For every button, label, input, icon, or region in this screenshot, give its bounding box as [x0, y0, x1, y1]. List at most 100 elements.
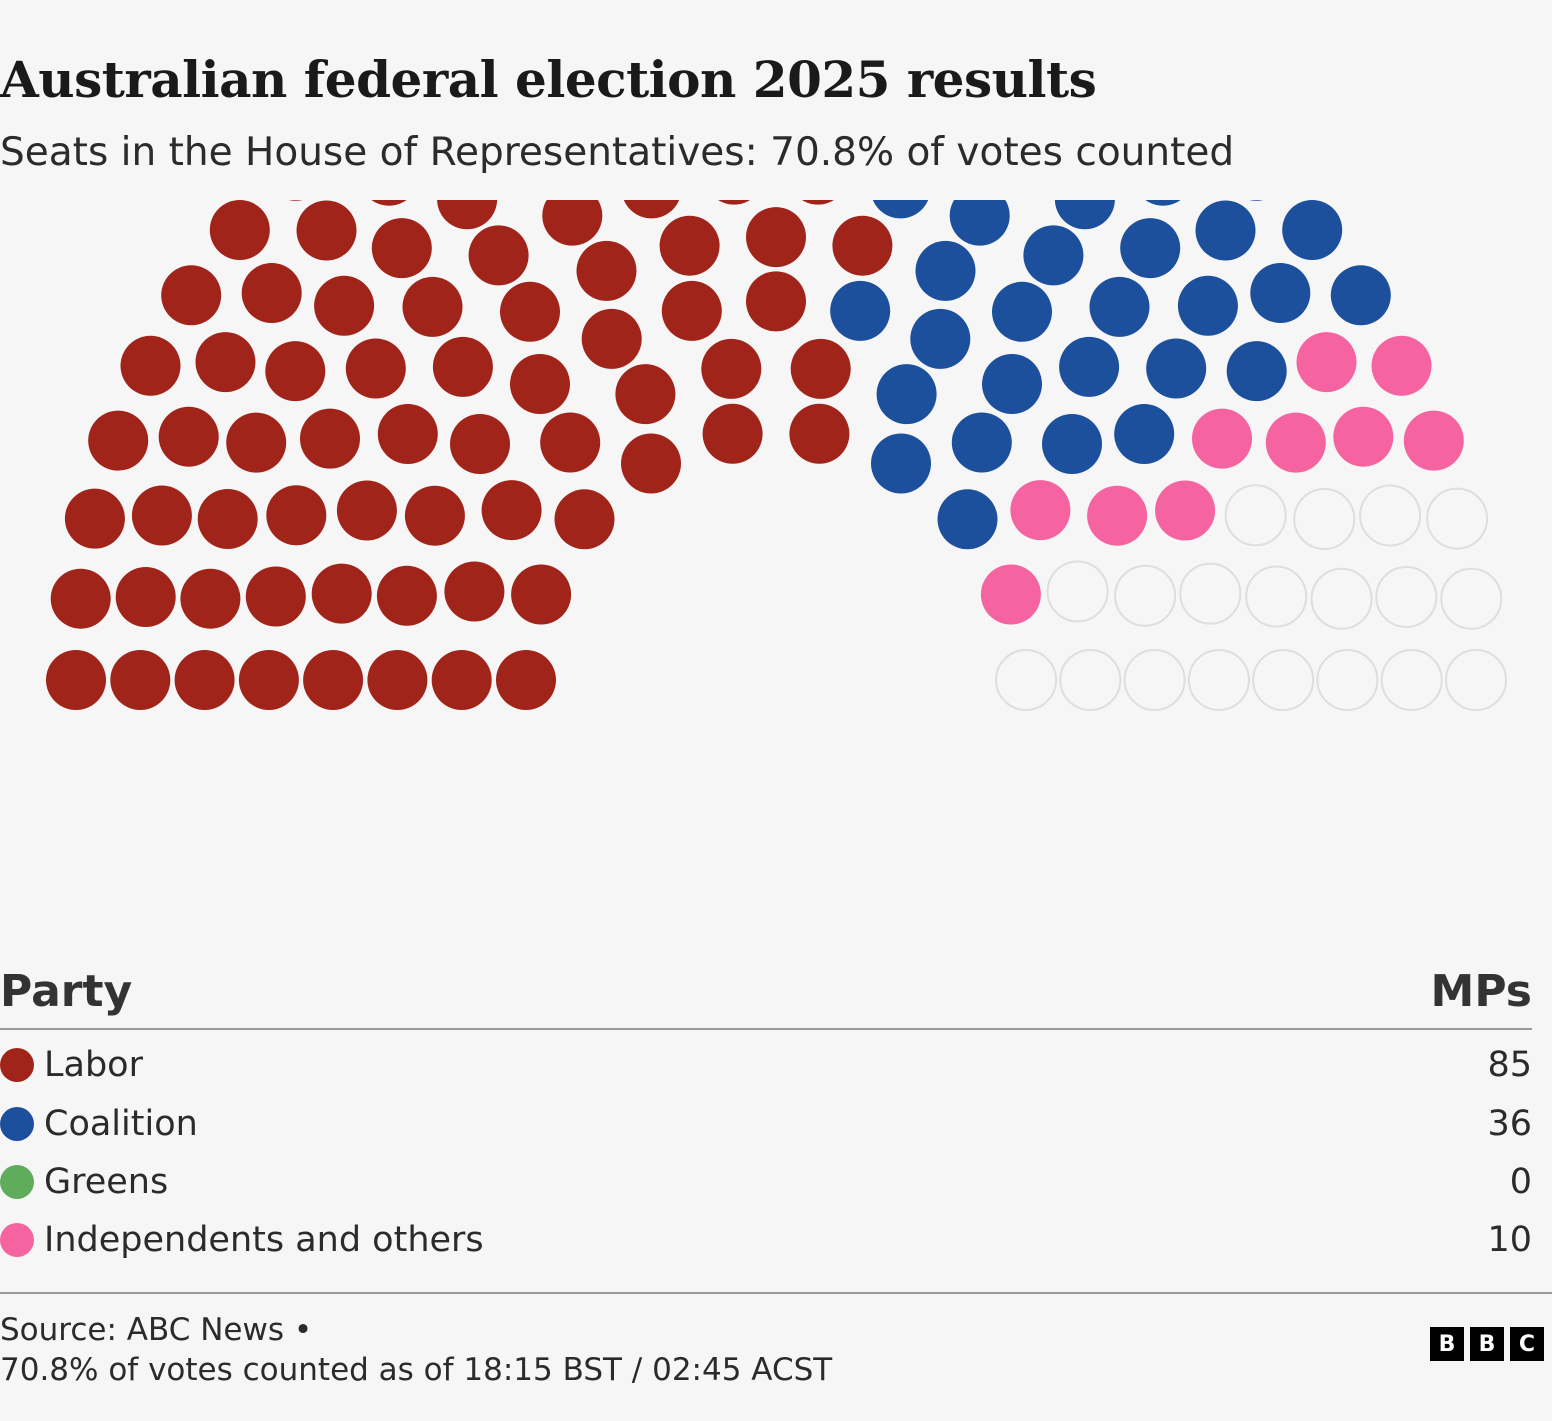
legend-header: Party MPs [0, 966, 1532, 1017]
seat-undeclared [1114, 564, 1177, 627]
seat-labor [746, 271, 806, 332]
seat-independents-and-others [1403, 410, 1464, 471]
seat-coalition [1042, 414, 1102, 474]
seat-labor [195, 332, 256, 393]
labor-swatch [0, 1048, 34, 1082]
seat-undeclared [1224, 484, 1287, 547]
seat-labor [402, 276, 463, 337]
greens-label: Greens [44, 1162, 169, 1202]
seat-labor [576, 240, 637, 301]
seat-undeclared [1046, 560, 1109, 623]
independents-mps: 10 [1487, 1220, 1532, 1260]
seat-labor [661, 280, 722, 341]
seat-undeclared [1293, 488, 1356, 550]
seat-coalition [876, 364, 937, 425]
seat-undeclared [995, 649, 1057, 711]
seat-coalition [872, 200, 929, 219]
seat-labor [376, 565, 437, 626]
seat-labor [510, 354, 570, 414]
party-column-header: Party [0, 966, 133, 1017]
seat-labor [789, 403, 850, 464]
seat-independents-and-others [1192, 408, 1252, 469]
seat-labor [50, 568, 111, 629]
seat-undeclared [1380, 649, 1443, 711]
seat-labor [500, 281, 560, 342]
seat-coalition [1146, 338, 1207, 399]
seat-coalition [982, 354, 1042, 414]
seat-labor [542, 200, 603, 246]
seat-independents-and-others [1296, 332, 1357, 393]
seat-independents-and-others [980, 564, 1041, 625]
seat-coalition [992, 281, 1052, 342]
seat-labor [371, 200, 407, 206]
seat-coalition [1177, 275, 1238, 336]
seat-labor [303, 650, 364, 710]
seat-labor [718, 200, 751, 205]
seat-labor [431, 650, 492, 710]
legend-divider-top [0, 1028, 1532, 1030]
count-note: 70.8% of votes counted as of 18:15 BST /… [0, 1352, 833, 1388]
mps-column-header: MPs [1430, 966, 1532, 1017]
greens-swatch [0, 1165, 34, 1199]
independents-swatch [0, 1223, 34, 1257]
seat-coalition [949, 200, 1010, 246]
legend-row-greens: Greens 0 [0, 1157, 1532, 1207]
seat-labor [180, 568, 241, 629]
seat-labor [371, 218, 432, 279]
seat-independents-and-others [1333, 406, 1394, 467]
seat-undeclared [1123, 649, 1186, 711]
seat-labor [437, 200, 498, 230]
bbc-logo: B B C [1430, 1327, 1544, 1361]
seat-labor [450, 414, 510, 474]
seat-labor [46, 650, 106, 710]
legend-row-independents: Independents and others 10 [0, 1215, 1532, 1265]
seat-undeclared [1375, 566, 1438, 628]
seat-labor [468, 225, 529, 286]
seat-labor [296, 200, 357, 261]
parliament-chart [46, 200, 1507, 711]
seat-coalition [1059, 336, 1120, 397]
seat-coalition [1089, 276, 1150, 337]
seat-labor [377, 404, 438, 464]
seat-labor [115, 567, 176, 627]
seat-labor [245, 566, 306, 627]
seat-labor [801, 200, 834, 205]
seat-undeclared [1359, 484, 1422, 547]
seat-labor [540, 412, 601, 473]
seat-undeclared [1440, 567, 1503, 630]
seat-labor [404, 485, 465, 546]
seat-undeclared [1316, 649, 1379, 711]
seat-labor [314, 275, 375, 336]
seat-labor [621, 433, 681, 494]
seat-labor [238, 650, 299, 710]
seat-labor [174, 650, 235, 710]
seat-labor [209, 200, 270, 260]
seat-labor [623, 200, 680, 219]
seat-labor [110, 650, 171, 710]
seat-independents-and-others [1010, 480, 1071, 541]
seat-labor [266, 485, 327, 546]
seat-labor [288, 200, 303, 201]
seat-labor [790, 338, 851, 399]
seat-undeclared [1445, 649, 1507, 711]
source-text: Source: ABC News • [0, 1312, 313, 1348]
seat-labor [158, 406, 219, 467]
seat-coalition [951, 412, 1012, 473]
seat-labor [481, 480, 542, 541]
seat-undeclared [1252, 649, 1315, 711]
seat-labor [88, 410, 149, 471]
seat-labor [300, 408, 360, 469]
seat-labor [345, 338, 406, 399]
legend-row-labor: Labor 85 [0, 1040, 1532, 1090]
seat-independents-and-others [1371, 335, 1432, 396]
seat-labor [659, 215, 720, 276]
seat-labor [581, 308, 642, 369]
seat-labor [226, 412, 287, 473]
bbc-logo-block-1: B [1430, 1327, 1464, 1361]
seat-independents-and-others [1265, 412, 1326, 473]
seat-undeclared [1187, 649, 1250, 711]
source-note: Source: ABC News • 70.8% of votes counte… [0, 1310, 832, 1390]
seat-labor [496, 650, 556, 710]
seat-labor [120, 335, 181, 396]
seat-labor [746, 207, 806, 268]
